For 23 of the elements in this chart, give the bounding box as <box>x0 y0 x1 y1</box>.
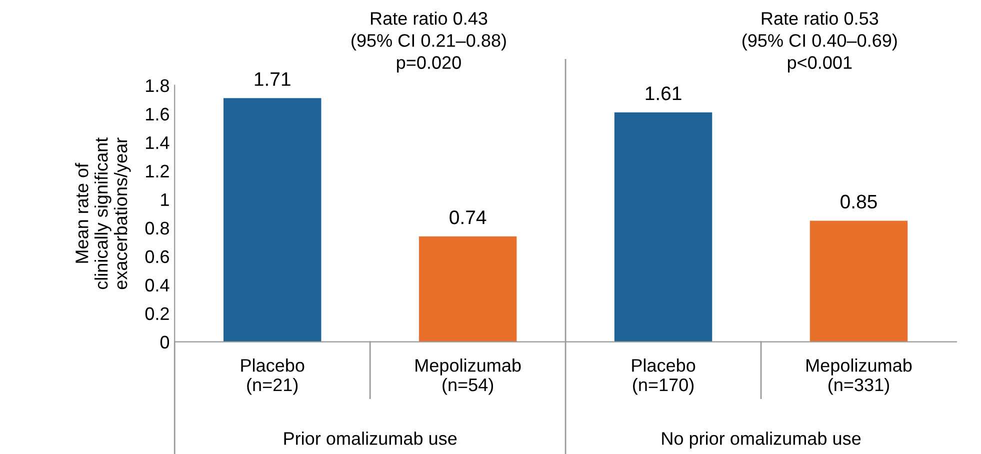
text: Rate ratio 0.53 (95% CI 0.40–0.69) p<0.001 <box>742 12 897 73</box>
y-tick-label: 0 <box>160 336 170 349</box>
x-tick-label: Mepolizumab (n=54) <box>416 358 521 395</box>
x-tick-label: Placebo (n=170) <box>632 358 696 395</box>
y-axis-title: Mean rate of clinically significant exacerbations/year <box>75 137 131 290</box>
y-tick-label: 0.4 <box>145 278 170 292</box>
text: Prior omalizumab use <box>284 432 457 445</box>
y-tick-label: 1.8 <box>146 79 169 92</box>
y-tick-label: 1 <box>161 193 169 206</box>
data-label: 1.61 <box>646 86 682 100</box>
data-label: 1.71 <box>254 72 290 86</box>
y-tick-label: 0.6 <box>145 250 169 264</box>
y-tick-label: 0.8 <box>145 222 169 235</box>
x-tick-label: Placebo (n=21) <box>241 358 304 395</box>
text: Rate ratio 0.43 (95% CI 0.21–0.88) p=0.020 <box>352 12 506 73</box>
text: No prior omalizumab use <box>662 432 861 448</box>
data-label: 0.74 <box>450 210 486 224</box>
y-tick-label: 0.2 <box>145 307 169 320</box>
y-tick-label: 1.2 <box>146 164 169 178</box>
data-label: 0.85 <box>840 194 877 209</box>
x-tick-label: Mepolizumab (n=331) <box>806 358 912 395</box>
y-tick-label: 1.6 <box>146 108 169 121</box>
y-tick-label: 1.4 <box>146 136 170 149</box>
